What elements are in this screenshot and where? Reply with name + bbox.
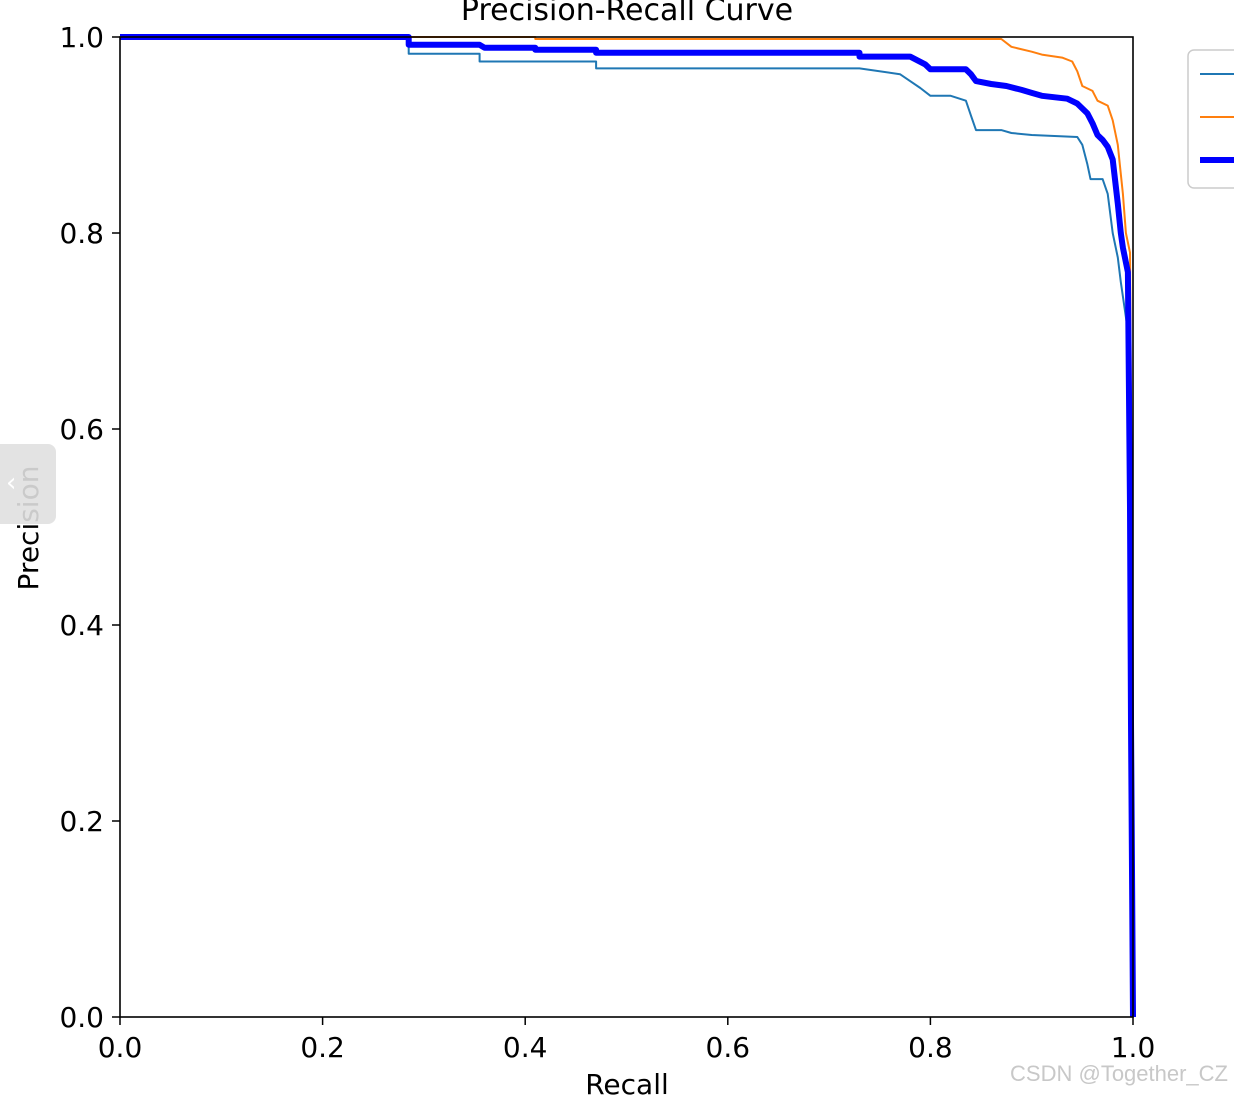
x-tick-layer: 0.0 0.2 0.4 0.6 0.8 1.0 — [98, 1017, 1156, 1064]
series-line-3 — [120, 34, 1136, 1018]
x-tick-label: 1.0 — [1111, 1031, 1156, 1064]
collapse-sidebar-button[interactable]: ‹ — [0, 444, 56, 524]
chevron-left-icon: ‹ — [6, 468, 17, 498]
legend-box — [1187, 49, 1234, 189]
x-tick-label: 0.0 — [98, 1031, 143, 1064]
series-line-2 — [120, 36, 1134, 1018]
y-tick-label: 0.4 — [59, 609, 104, 642]
x-tick-label: 0.2 — [300, 1031, 345, 1064]
x-axis-label: Recall — [585, 1068, 669, 1095]
plot-background — [120, 37, 1133, 1017]
y-tick-label: 1.0 — [59, 21, 104, 54]
legend-entries — [1200, 73, 1234, 163]
axes-frame — [119, 36, 1134, 1018]
y-tick-label: 0.8 — [59, 217, 104, 250]
y-tick-label: 0.6 — [59, 413, 104, 446]
x-tick-label: 0.4 — [503, 1031, 548, 1064]
legend — [1187, 49, 1234, 189]
x-tick-label: 0.6 — [706, 1031, 751, 1064]
series-layer — [120, 34, 1136, 1018]
y-tick-layer: 0.0 0.2 0.4 0.6 0.8 1.0 — [59, 21, 120, 1034]
y-tick-label: 0.2 — [59, 805, 104, 838]
y-tick-label: 0.0 — [59, 1001, 104, 1034]
chart-title: Precision-Recall Curve — [461, 0, 793, 28]
x-tick-label: 0.8 — [908, 1031, 953, 1064]
watermark: CSDN @Together_CZ — [1010, 1061, 1228, 1086]
series-line-1 — [120, 36, 1134, 1018]
